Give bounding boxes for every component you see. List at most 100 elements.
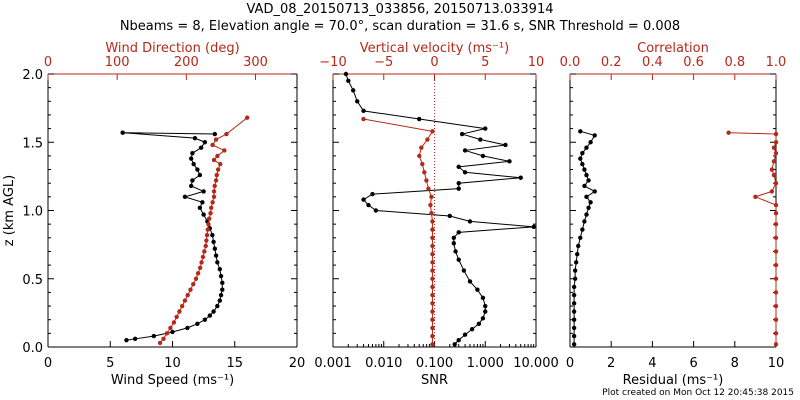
x-tick-label: 6 <box>689 356 697 371</box>
data-point <box>586 205 591 210</box>
data-point <box>773 249 779 254</box>
data-point <box>370 191 375 197</box>
data-point <box>430 276 435 281</box>
data-point <box>430 284 435 290</box>
data-point <box>773 150 779 156</box>
data-point <box>200 254 206 260</box>
data-point <box>204 232 210 238</box>
data-point <box>531 224 536 230</box>
data-point <box>222 148 227 153</box>
data-point <box>120 130 125 135</box>
x-axis-label: SNR <box>421 373 448 388</box>
data-point <box>182 194 188 200</box>
data-point <box>571 284 577 290</box>
data-point <box>480 316 486 321</box>
data-point <box>588 200 593 205</box>
data-point <box>124 337 129 343</box>
top-tick-label: 0.2 <box>601 55 622 70</box>
top-tick-label: 0.6 <box>683 55 704 70</box>
figure-subtitle: Nbeams = 8, Elevation angle = 70.0°, sca… <box>119 19 681 34</box>
data-point <box>451 241 456 246</box>
data-point <box>343 71 349 77</box>
data-point <box>417 116 422 122</box>
data-point <box>361 116 366 122</box>
data-point <box>202 140 208 145</box>
data-point <box>462 148 468 153</box>
data-point <box>773 317 779 322</box>
data-point <box>168 325 173 331</box>
data-point <box>571 301 577 306</box>
data-point <box>518 175 523 180</box>
x-axis-label: Residual (ms⁻¹) <box>623 373 724 388</box>
data-point <box>769 189 775 194</box>
data-point <box>483 126 488 131</box>
data-point <box>208 211 213 216</box>
data-point <box>573 260 579 265</box>
data-point <box>355 99 360 104</box>
data-point <box>195 321 200 326</box>
data-point <box>429 194 434 200</box>
data-point <box>191 161 196 167</box>
data-point <box>451 235 456 240</box>
data-point <box>462 170 468 175</box>
data-point <box>430 292 435 298</box>
data-point <box>201 189 206 194</box>
data-point <box>224 131 229 137</box>
data-point <box>211 239 216 245</box>
data-point <box>188 287 193 292</box>
top-tick-label: 100 <box>105 55 130 70</box>
data-point <box>584 212 589 217</box>
top-tick-label: −10 <box>319 55 346 70</box>
data-point <box>584 172 589 178</box>
data-point <box>773 262 779 268</box>
data-point <box>773 342 779 347</box>
data-point <box>210 232 215 238</box>
data-point <box>571 342 577 347</box>
data-point <box>206 216 212 221</box>
data-point <box>588 140 593 145</box>
data-point <box>462 332 468 337</box>
data-point <box>430 301 435 306</box>
data-point <box>209 205 214 210</box>
data-point <box>426 186 431 191</box>
data-point <box>429 211 434 216</box>
data-point <box>483 309 488 314</box>
data-point <box>578 129 583 134</box>
data-point <box>571 325 577 331</box>
data-point <box>215 167 221 172</box>
series-2-1-line <box>345 73 534 345</box>
data-point <box>220 287 225 292</box>
data-point <box>773 202 779 208</box>
x-tick-label: 0 <box>44 356 52 371</box>
data-point <box>478 137 483 142</box>
data-point <box>201 212 206 217</box>
data-point <box>726 130 731 135</box>
data-point <box>212 246 218 251</box>
data-point <box>456 337 461 343</box>
data-point <box>425 137 430 142</box>
data-point <box>199 260 204 265</box>
data-point <box>204 238 209 243</box>
data-point <box>773 276 779 281</box>
y-tick-label: 1.0 <box>22 205 43 220</box>
data-point <box>571 292 577 298</box>
x-tick-label: 10 <box>768 356 785 371</box>
data-point <box>584 145 589 150</box>
data-point <box>456 186 461 191</box>
x-tick-label: 10.000 <box>513 356 559 371</box>
top-tick-label: 300 <box>243 55 268 70</box>
data-point <box>480 153 486 159</box>
data-point <box>132 336 138 342</box>
data-point <box>753 194 758 200</box>
data-point <box>200 200 205 205</box>
top-tick-label: 5 <box>481 55 489 70</box>
data-point <box>179 303 185 309</box>
data-point <box>456 181 461 186</box>
data-point <box>195 271 201 276</box>
data-point <box>171 320 177 325</box>
data-point <box>210 200 215 205</box>
data-point <box>480 295 486 301</box>
top-tick-label: 200 <box>174 55 199 70</box>
data-point <box>430 251 435 257</box>
series-1-1-line <box>122 132 223 341</box>
